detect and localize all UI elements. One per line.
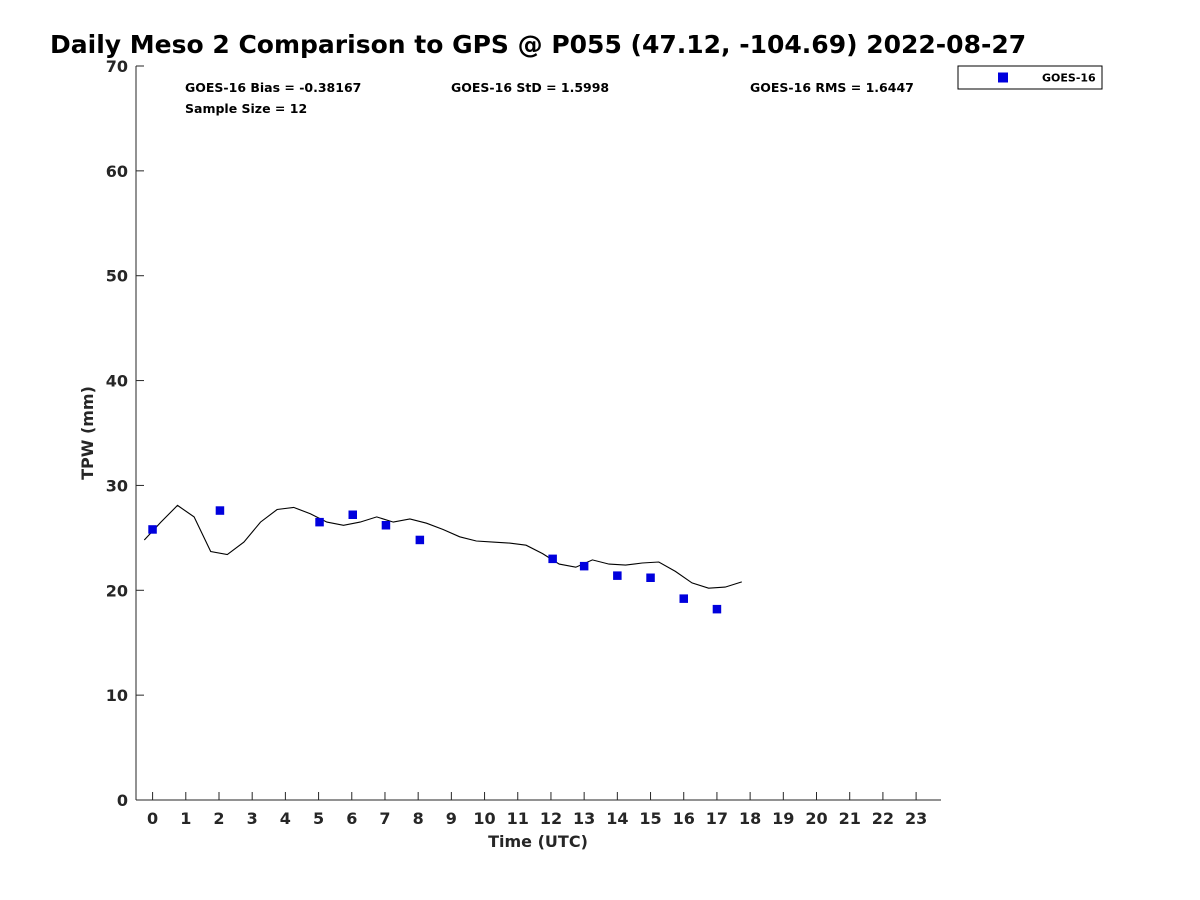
axes: [135, 66, 941, 801]
y-tick-label: 70: [106, 57, 128, 76]
goes16-point: [215, 506, 225, 515]
x-tick-label: 2: [213, 809, 224, 828]
x-tick-label: 12: [540, 809, 562, 828]
legend-box: [957, 65, 1103, 90]
x-tick-label: 13: [573, 809, 595, 828]
x-tick-label: 18: [739, 809, 761, 828]
sample-size-annotation: Sample Size = 12: [185, 101, 307, 116]
x-tick-label: 11: [507, 809, 529, 828]
rms-annotation: GOES-16 RMS = 1.6447: [750, 80, 914, 95]
bias-annotation: GOES-16 Bias = -0.38167: [185, 80, 361, 95]
x-tick-label: 7: [379, 809, 390, 828]
y-tick-label: 30: [106, 476, 128, 495]
x-tick-label: 19: [772, 809, 794, 828]
goes16-point: [646, 573, 655, 582]
goes16-point: [712, 604, 722, 614]
x-tick-label: 4: [280, 809, 291, 828]
goes16-point: [415, 535, 425, 545]
legend-marker-goes16: [998, 72, 1008, 83]
goes16-series: [148, 506, 722, 614]
x-tick-label: 1: [180, 809, 191, 828]
x-axis-ticks: 0 1 2 3 4 5 6 7 8 9 10 11 12 13 14 15 16 17 18 19 20 21 22 23: [147, 792, 927, 828]
x-tick-label: 5: [313, 809, 324, 828]
x-axis-label: Time (UTC): [488, 832, 588, 851]
chart-title: Daily Meso 2 Comparison to GPS @ P055 (4…: [50, 30, 1027, 59]
y-axis-label: TPW (mm): [78, 386, 97, 480]
x-tick-label: 21: [839, 809, 861, 828]
x-tick-label: 8: [413, 809, 424, 828]
goes16-point: [348, 510, 357, 519]
goes16-point: [315, 517, 324, 527]
x-tick-label: 14: [606, 809, 628, 828]
goes16-point: [148, 525, 157, 534]
goes16-point: [579, 561, 589, 571]
legend-label-goes16: GOES-16: [1042, 72, 1096, 85]
x-tick-label: 3: [247, 809, 258, 828]
y-tick-label: 10: [106, 686, 128, 705]
goes16-point: [381, 521, 391, 530]
x-tick-label: 22: [872, 809, 894, 828]
y-tick-label: 0: [117, 791, 128, 810]
x-tick-label: 23: [905, 809, 927, 828]
y-axis-ticks: 0 10 20 30 40 50 60 70: [106, 57, 144, 810]
gps-series-line: [143, 504, 742, 589]
gps-series: [143, 504, 742, 589]
x-tick-label: 20: [805, 809, 827, 828]
x-tick-label: 10: [473, 809, 495, 828]
goes16-point: [679, 594, 688, 603]
goes16-point: [613, 571, 622, 580]
y-tick-label: 60: [106, 162, 128, 181]
std-annotation: GOES-16 StD = 1.5998: [451, 80, 609, 95]
y-tick-label: 40: [106, 372, 128, 391]
x-tick-label: 0: [147, 809, 158, 828]
x-tick-label: 17: [706, 809, 728, 828]
legend: GOES-16: [957, 65, 1103, 90]
x-tick-label: 16: [673, 809, 695, 828]
x-tick-label: 9: [446, 809, 457, 828]
x-tick-label: 6: [346, 809, 357, 828]
y-tick-label: 20: [106, 581, 128, 600]
y-tick-label: 50: [106, 267, 128, 286]
goes16-point: [548, 554, 557, 564]
x-tick-label: 15: [639, 809, 661, 828]
